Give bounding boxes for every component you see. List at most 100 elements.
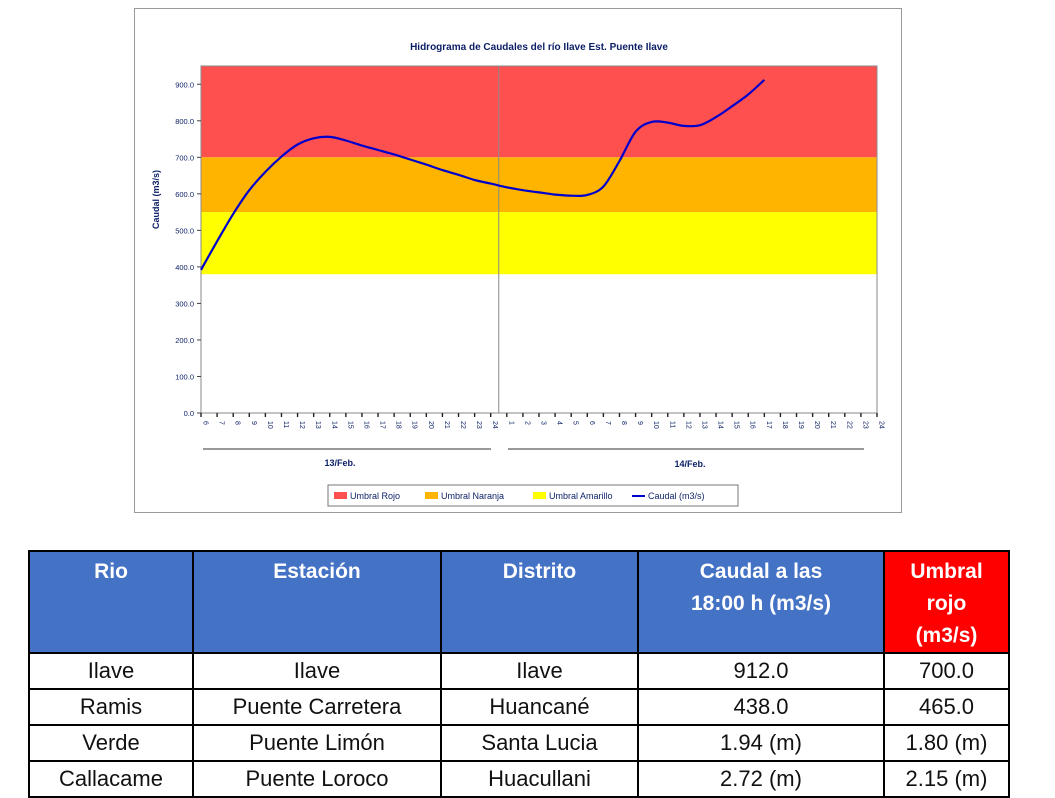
- y-tick-label: 500.0: [175, 226, 194, 235]
- y-tick-label: 600.0: [175, 190, 194, 199]
- x-tick-label: 15: [346, 421, 353, 429]
- y-tick-label: 300.0: [175, 299, 194, 308]
- legend-swatch-3: [533, 492, 546, 499]
- cell-distrito: Huacullani: [440, 760, 639, 798]
- cell-umbral: 465.0: [883, 688, 1010, 726]
- x-tick-label: 19: [411, 421, 418, 429]
- y-tick-label: 100.0: [175, 372, 194, 381]
- cell-caudal: 2.72 (m): [637, 760, 885, 798]
- x-tick-label: 22: [845, 421, 852, 429]
- legend-label-1: Umbral Rojo: [350, 491, 400, 501]
- x-tick-label: 20: [813, 421, 820, 429]
- day-label-1: 13/Feb.: [324, 458, 355, 468]
- x-tick-label: 10: [266, 421, 273, 429]
- cell-caudal: 912.0: [637, 652, 885, 690]
- hydrograph-chart: Hidrograma de Caudales del río Ilave Est…: [134, 8, 902, 513]
- x-tick-label: 24: [878, 421, 885, 429]
- cell-rio: Callacame: [28, 760, 194, 798]
- cell-rio: Ramis: [28, 688, 194, 726]
- x-tick-label: 12: [298, 421, 305, 429]
- legend-swatch-1: [334, 492, 347, 499]
- x-tick-label: 6: [202, 421, 209, 425]
- x-tick-label: 18: [781, 421, 788, 429]
- x-tick-label: 18: [395, 421, 402, 429]
- x-tick-label: 7: [604, 421, 611, 425]
- x-tick-label: 23: [861, 421, 868, 429]
- x-tick-label: 24: [491, 421, 498, 429]
- x-tick-label: 19: [797, 421, 804, 429]
- threshold-band-2: [201, 157, 877, 213]
- x-tick-label: 21: [443, 421, 450, 429]
- x-tick-label: 3: [540, 421, 547, 425]
- cell-umbral: 1.80 (m): [883, 724, 1010, 762]
- day-label-2: 14/Feb.: [674, 459, 705, 469]
- river-flow-table: Rio Estación Distrito Caudal a las 18:00 …: [28, 550, 1010, 798]
- cell-distrito: Huancané: [440, 688, 639, 726]
- chart-canvas: Hidrograma de Caudales del río Ilave Est…: [151, 42, 885, 507]
- series-line-caudal: [200, 79, 766, 271]
- x-tick-label: 13: [314, 421, 321, 429]
- cell-rio: Verde: [28, 724, 194, 762]
- x-tick-label: 14: [717, 421, 724, 429]
- y-axis-label: Caudal (m3/s): [151, 170, 161, 229]
- cell-umbral: 2.15 (m): [883, 760, 1010, 798]
- y-tick-label: 900.0: [175, 80, 194, 89]
- chart-title: Hidrograma de Caudales del río Ilave Est…: [410, 42, 668, 53]
- table-header-row: Rio Estación Distrito Caudal a las 18:00 …: [28, 550, 1010, 654]
- x-tick-label: 1: [507, 421, 514, 425]
- table-row: Verde Puente Limón Santa Lucia 1.94 (m) …: [28, 724, 1010, 762]
- cell-estacion: Puente Limón: [192, 724, 442, 762]
- header-distrito: Distrito: [440, 550, 639, 654]
- x-tick-label: 16: [749, 421, 756, 429]
- y-tick-label: 700.0: [175, 153, 194, 162]
- header-umbral-rojo: Umbral rojo (m3/s): [883, 550, 1010, 654]
- x-tick-label: 9: [250, 421, 257, 425]
- header-rio: Rio: [28, 550, 194, 654]
- cell-estacion: Puente Loroco: [192, 760, 442, 798]
- x-tick-label: 5: [572, 421, 579, 425]
- cell-umbral: 700.0: [883, 652, 1010, 690]
- x-tick-label: 20: [427, 421, 434, 429]
- x-tick-label: 11: [668, 421, 675, 428]
- x-tick-label: 16: [362, 421, 369, 429]
- x-tick-label: 9: [636, 421, 643, 425]
- y-tick-label: 0.0: [184, 409, 194, 418]
- x-tick-label: 23: [475, 421, 482, 429]
- cell-estacion: Puente Carretera: [192, 688, 442, 726]
- x-tick-label: 2: [523, 421, 530, 425]
- x-tick-label: 7: [218, 421, 225, 425]
- threshold-band-3: [201, 212, 877, 275]
- y-tick-label: 200.0: [175, 336, 194, 345]
- legend-label-3: Umbral Amarillo: [549, 491, 613, 501]
- cell-distrito: Ilave: [440, 652, 639, 690]
- x-tick-label: 8: [620, 421, 627, 425]
- cell-distrito: Santa Lucia: [440, 724, 639, 762]
- legend-label-2: Umbral Naranja: [441, 491, 504, 501]
- x-tick-label: 11: [282, 421, 289, 428]
- y-tick-label: 400.0: [175, 263, 194, 272]
- x-tick-label: 17: [379, 421, 386, 429]
- cell-caudal: 438.0: [637, 688, 885, 726]
- cell-rio: Ilave: [28, 652, 194, 690]
- x-tick-label: 14: [330, 421, 337, 429]
- x-tick-label: 12: [684, 421, 691, 429]
- y-tick-label: 800.0: [175, 117, 194, 126]
- threshold-band-1: [201, 66, 877, 158]
- cell-caudal: 1.94 (m): [637, 724, 885, 762]
- header-caudal: Caudal a las 18:00 h (m3/s): [637, 550, 885, 654]
- header-estacion: Estación: [192, 550, 442, 654]
- table-row: Callacame Puente Loroco Huacullani 2.72 …: [28, 760, 1010, 798]
- cell-estacion: Ilave: [192, 652, 442, 690]
- x-tick-label: 8: [234, 421, 241, 425]
- x-tick-label: 21: [829, 421, 836, 429]
- x-tick-label: 10: [652, 421, 659, 429]
- x-tick-label: 22: [459, 421, 466, 429]
- legend-label-4: Caudal (m3/s): [648, 491, 705, 501]
- table-row: Ilave Ilave Ilave 912.0 700.0: [28, 652, 1010, 690]
- x-tick-label: 13: [700, 421, 707, 429]
- legend-swatch-2: [425, 492, 438, 499]
- table-row: Ramis Puente Carretera Huancané 438.0 46…: [28, 688, 1010, 726]
- x-tick-label: 17: [765, 421, 772, 429]
- x-tick-label: 4: [556, 421, 563, 425]
- x-tick-label: 6: [588, 421, 595, 425]
